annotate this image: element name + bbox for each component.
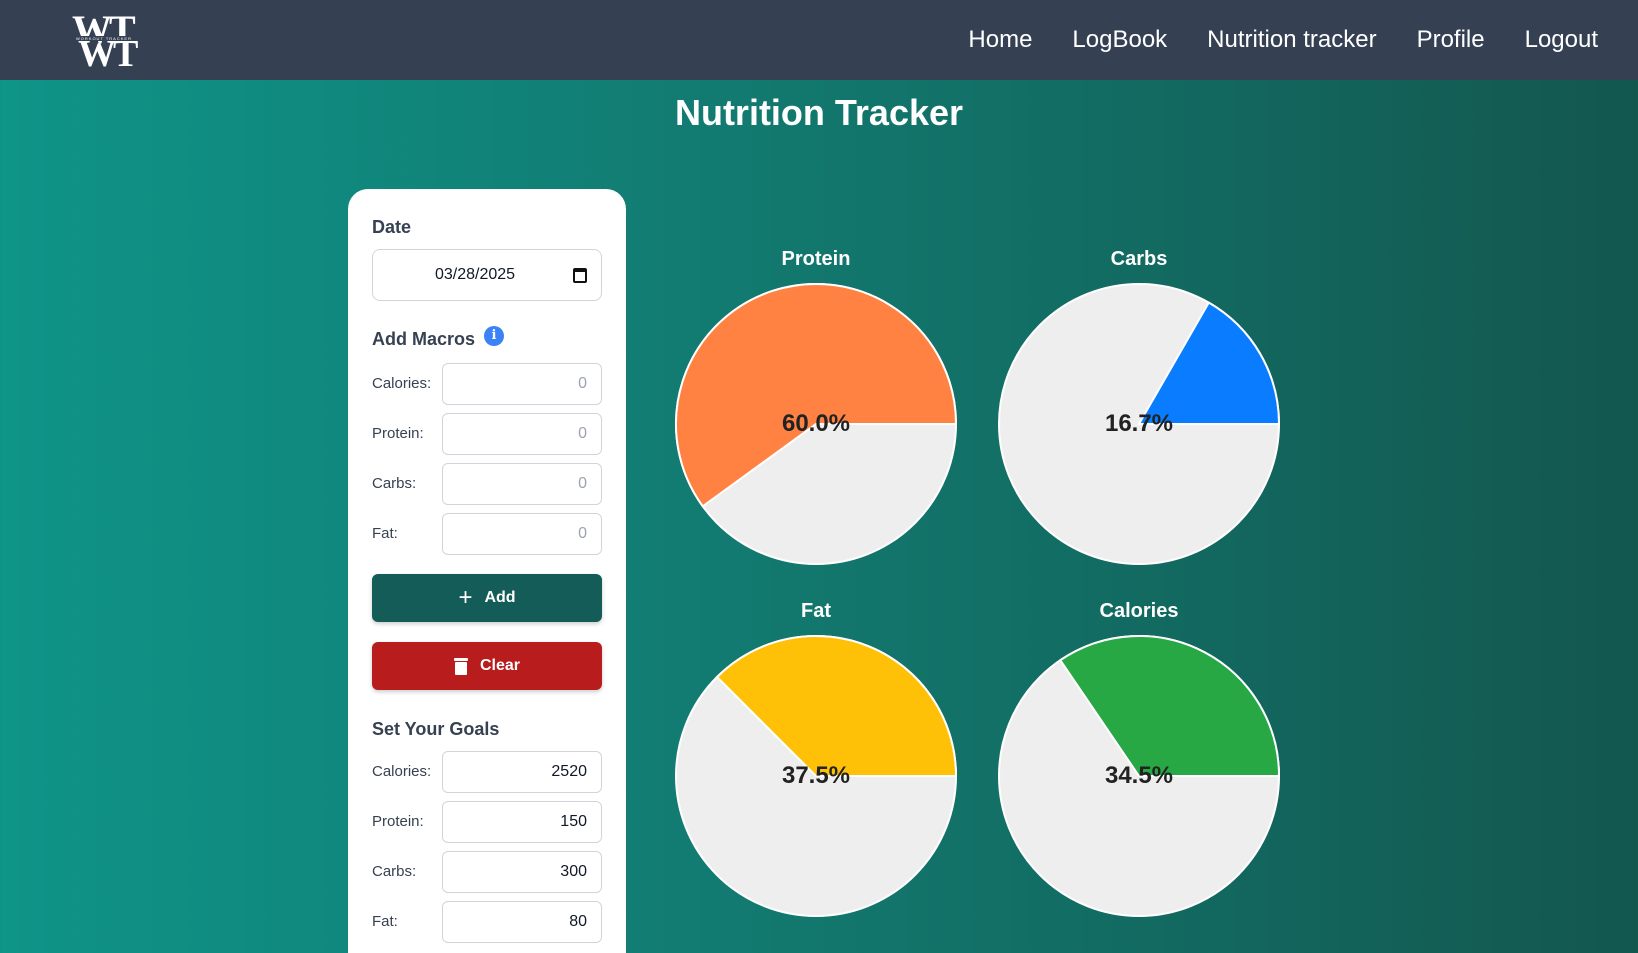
nav-link-nutrition-tracker[interactable]: Nutrition tracker xyxy=(1207,26,1377,53)
pie-slice-value xyxy=(1137,301,1281,425)
protein-pie-chart xyxy=(675,283,958,565)
goal-label: Carbs: xyxy=(372,863,417,880)
nav-link-logout[interactable]: Logout xyxy=(1524,26,1598,53)
goal-label: Fat: xyxy=(372,913,398,930)
goal-row-fat: Fat: 80 xyxy=(372,901,602,943)
calories-input[interactable]: 0 xyxy=(442,363,602,405)
calendar-icon[interactable] xyxy=(573,268,587,283)
logo-mark-top: WT xyxy=(72,7,136,52)
goal-label: Protein: xyxy=(372,813,424,830)
add-macros-label: Add Macros xyxy=(372,329,476,349)
fat-goal-input[interactable]: 80 xyxy=(442,901,602,943)
clear-button-label: Clear xyxy=(479,657,521,674)
nav-link-home[interactable]: Home xyxy=(968,26,1033,53)
logo-tagline: WORKOUT TRACKER xyxy=(76,36,132,41)
nav-link-profile[interactable]: Profile xyxy=(1416,26,1485,53)
date-input[interactable]: 03/28/2025 xyxy=(372,249,602,301)
add-button-label: Add xyxy=(484,589,516,606)
protein-input[interactable]: 0 xyxy=(442,413,602,455)
calories-goal-input[interactable]: 2520 xyxy=(442,751,602,793)
add-button[interactable]: + Add xyxy=(372,574,602,622)
set-goals-label: Set Your Goals xyxy=(372,719,500,739)
carbs-pie-label: 16.7% xyxy=(1104,410,1174,437)
macro-row-carbs: Carbs: 0 xyxy=(372,463,602,505)
macro-row-protein: Protein: 0 xyxy=(372,413,602,455)
macro-label: Fat: xyxy=(372,525,398,542)
trash-icon xyxy=(453,657,468,675)
goal-row-carbs: Carbs: 300 xyxy=(372,851,602,893)
top-navbar: WT WT WORKOUT TRACKER Home LogBook Nutri… xyxy=(0,0,1638,80)
fat-input[interactable]: 0 xyxy=(442,513,602,555)
nutrition-form-card: Date 03/28/2025 Add Macros i Calories: 0… xyxy=(348,189,626,953)
date-label: Date xyxy=(372,217,412,237)
fat-pie-label: 37.5% xyxy=(781,762,851,789)
clear-button[interactable]: Clear xyxy=(372,642,602,690)
protein-chart-title: Protein xyxy=(781,248,851,270)
logo-divider xyxy=(72,36,164,41)
goal-row-protein: Protein: 150 xyxy=(372,801,602,843)
app-logo[interactable]: WT WT WORKOUT TRACKER xyxy=(70,7,166,73)
macro-row-calories: Calories: 0 xyxy=(372,363,602,405)
macro-label: Calories: xyxy=(372,375,432,392)
info-icon[interactable]: i xyxy=(484,326,504,346)
pie-slice-value xyxy=(1058,635,1281,777)
calories-pie-label: 34.5% xyxy=(1104,762,1174,789)
goal-row-calories: Calories: 2520 xyxy=(372,751,602,793)
macro-row-fat: Fat: 0 xyxy=(372,513,602,555)
logo-mark-bottom: WT xyxy=(78,33,138,75)
macro-label: Protein: xyxy=(372,425,424,442)
protein-goal-input[interactable]: 150 xyxy=(442,801,602,843)
calories-chart-title: Calories xyxy=(1099,600,1179,622)
date-value: 03/28/2025 xyxy=(435,266,516,283)
carbs-pie-chart xyxy=(998,283,1281,565)
plus-icon: + xyxy=(458,584,473,611)
nav-link-logbook[interactable]: LogBook xyxy=(1072,26,1168,53)
protein-pie-label: 60.0% xyxy=(781,410,851,437)
carbs-chart-title: Carbs xyxy=(1110,248,1168,270)
pie-slice-value xyxy=(715,635,958,777)
nav-links: Home LogBook Nutrition tracker Profile L… xyxy=(968,0,1598,80)
goal-label: Calories: xyxy=(372,763,432,780)
fat-pie-chart xyxy=(675,635,958,917)
carbs-input[interactable]: 0 xyxy=(442,463,602,505)
carbs-goal-input[interactable]: 300 xyxy=(442,851,602,893)
calories-pie-chart xyxy=(998,635,1281,917)
macro-label: Carbs: xyxy=(372,475,417,492)
page-title: Nutrition Tracker xyxy=(674,92,964,133)
fat-chart-title: Fat xyxy=(801,600,831,622)
pie-slice-value xyxy=(675,283,958,508)
